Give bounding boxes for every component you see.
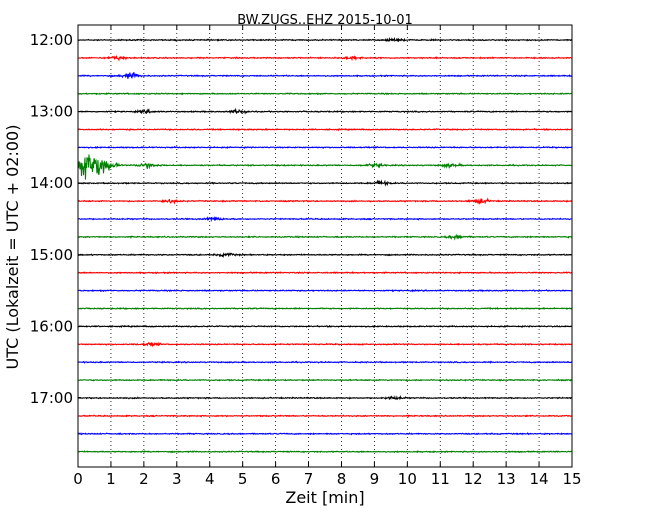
- x-tick-label-0: 0: [73, 470, 83, 488]
- grid-layer: [110, 25, 540, 467]
- x-tick-label-13: 13: [497, 470, 516, 488]
- x-tick-label-1: 1: [106, 470, 116, 488]
- trace-layer: [77, 36, 573, 454]
- trace-1315: [77, 127, 573, 132]
- x-tick-label-15: 15: [562, 470, 581, 488]
- trace-1715: [77, 414, 573, 418]
- x-axis-label: Zeit [min]: [285, 488, 364, 507]
- trace-1545: [77, 306, 573, 311]
- x-tick-label-14: 14: [530, 470, 549, 488]
- trace-1200: [77, 36, 573, 43]
- x-tick-label-4: 4: [205, 470, 215, 488]
- trace-1230: [77, 71, 573, 79]
- x-tick-label-9: 9: [370, 470, 380, 488]
- trace-1600: [77, 324, 573, 329]
- trace-1645: [77, 378, 573, 382]
- trace-1530: [77, 288, 573, 293]
- y-tick-label-1200: 12:00: [30, 31, 73, 49]
- trace-1430: [77, 215, 573, 223]
- trace-1515: [77, 271, 573, 275]
- plot-frame: [77, 24, 573, 468]
- y-tick-label-1600: 16:00: [30, 317, 73, 335]
- x-tick-label-11: 11: [431, 470, 450, 488]
- trace-1730: [77, 432, 573, 436]
- y-axis-label: UTC (Lokalzeit = UTC + 02:00): [3, 125, 22, 370]
- y-tick-label-1500: 15:00: [30, 246, 73, 264]
- chart-title: BW.ZUGS..EHZ 2015-10-01: [237, 13, 413, 28]
- x-tick-label-6: 6: [271, 470, 281, 488]
- x-tick-label-3: 3: [172, 470, 182, 488]
- y-tick-label-1700: 17:00: [30, 389, 73, 407]
- x-tick-label-5: 5: [238, 470, 248, 488]
- trace-1500: [77, 252, 572, 258]
- y-tick-label-1300: 13:00: [30, 103, 73, 121]
- trace-1700: [77, 395, 573, 401]
- trace-1615: [77, 341, 573, 348]
- x-tick-label-2: 2: [139, 470, 149, 488]
- axes-layer: 0 1 2 3 4 5 6 7 8 9 10 11 12 13 14 1512:0013:0014:0015:…: [30, 24, 582, 488]
- trace-1630: [77, 360, 573, 364]
- trace-1215: [77, 54, 573, 62]
- x-tick-label-8: 8: [337, 470, 347, 488]
- trace-1445: [77, 233, 573, 241]
- y-tick-label-1400: 14:00: [30, 174, 73, 192]
- x-tick-label-12: 12: [464, 470, 483, 488]
- trace-1330: [77, 145, 573, 150]
- x-tick-label-7: 7: [304, 470, 314, 488]
- x-tick-label-10: 10: [398, 470, 417, 488]
- trace-1745: [77, 450, 573, 454]
- trace-1345: [77, 154, 573, 180]
- trace-1400: [77, 179, 573, 187]
- trace-1245: [77, 92, 573, 96]
- trace-1415: [77, 197, 573, 205]
- trace-1300: [77, 107, 573, 115]
